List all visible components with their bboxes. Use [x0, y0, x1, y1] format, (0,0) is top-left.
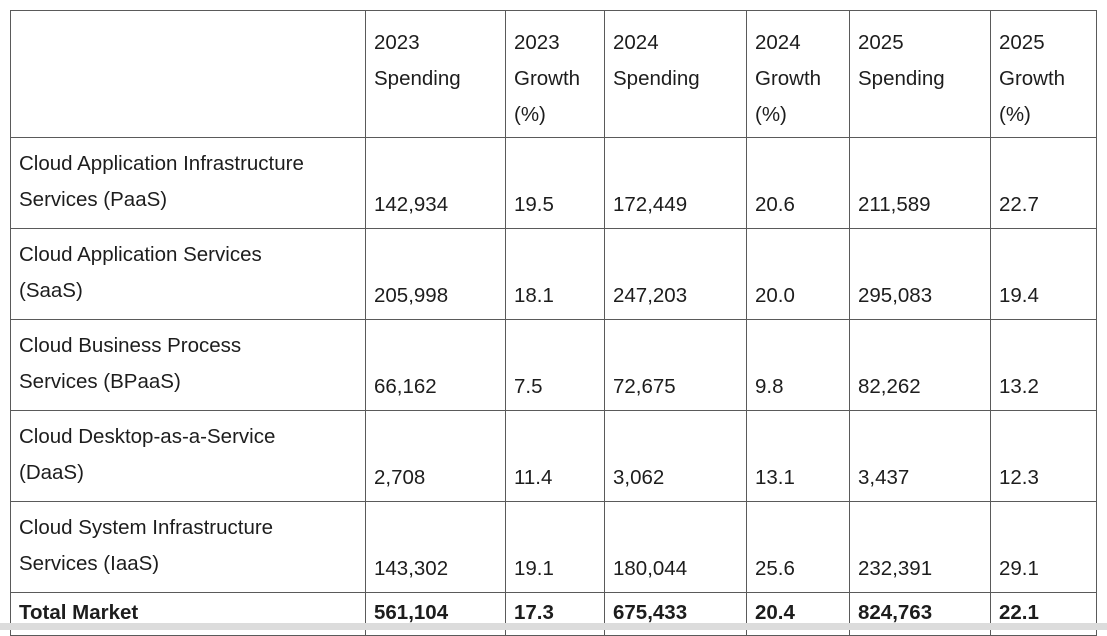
value-cell: 11.4	[505, 410, 605, 502]
table-row-paas: Cloud Application Infrastructure Service…	[10, 137, 1097, 229]
value-cell: 7.5	[505, 319, 605, 411]
row-label: Cloud Application Infrastructure Service…	[10, 137, 366, 229]
row-label: Cloud Application Services (SaaS)	[10, 228, 366, 320]
value-cell: 22.7	[990, 137, 1097, 229]
cloud-spending-table: 2023 Spending 2023 Growth (%) 2024 Spend…	[10, 10, 1097, 636]
value-cell: 9.8	[746, 319, 850, 411]
value-cell: 247,203	[604, 228, 747, 320]
value-cell: 172,449	[604, 137, 747, 229]
row-label: Cloud Desktop-as-a-Service (DaaS)	[10, 410, 366, 502]
value-cell: 13.1	[746, 410, 850, 502]
col-header-2025-growth: 2025 Growth (%)	[990, 10, 1097, 138]
page-bottom-edge	[0, 623, 1107, 630]
table-row-iaas: Cloud System Infrastructure Services (Ia…	[10, 501, 1097, 593]
col-header-2024-growth: 2024 Growth (%)	[746, 10, 850, 138]
value-cell: 19.4	[990, 228, 1097, 320]
value-cell: 2,708	[365, 410, 506, 502]
value-cell: 20.6	[746, 137, 850, 229]
table-row-daas: Cloud Desktop-as-a-Service (DaaS) 2,708 …	[10, 410, 1097, 502]
value-cell: 66,162	[365, 319, 506, 411]
col-header-empty	[10, 10, 366, 138]
col-header-2024-spending: 2024 Spending	[604, 10, 747, 138]
value-cell: 20.0	[746, 228, 850, 320]
value-cell: 3,062	[604, 410, 747, 502]
value-cell: 25.6	[746, 501, 850, 593]
value-cell: 82,262	[849, 319, 991, 411]
value-cell: 18.1	[505, 228, 605, 320]
col-header-2023-growth: 2023 Growth (%)	[505, 10, 605, 138]
value-cell: 19.1	[505, 501, 605, 593]
value-cell: 3,437	[849, 410, 991, 502]
value-cell: 142,934	[365, 137, 506, 229]
value-cell: 295,083	[849, 228, 991, 320]
value-cell: 232,391	[849, 501, 991, 593]
value-cell: 29.1	[990, 501, 1097, 593]
value-cell: 19.5	[505, 137, 605, 229]
header-row: 2023 Spending 2023 Growth (%) 2024 Spend…	[10, 10, 1097, 138]
col-header-2023-spending: 2023 Spending	[365, 10, 506, 138]
row-label: Cloud System Infrastructure Services (Ia…	[10, 501, 366, 593]
col-header-2025-spending: 2025 Spending	[849, 10, 991, 138]
value-cell: 205,998	[365, 228, 506, 320]
value-cell: 143,302	[365, 501, 506, 593]
table-row-bpaas: Cloud Business Process Services (BPaaS) …	[10, 319, 1097, 411]
value-cell: 211,589	[849, 137, 991, 229]
value-cell: 12.3	[990, 410, 1097, 502]
value-cell: 72,675	[604, 319, 747, 411]
value-cell: 13.2	[990, 319, 1097, 411]
table-row-saas: Cloud Application Services (SaaS) 205,99…	[10, 228, 1097, 320]
value-cell: 180,044	[604, 501, 747, 593]
row-label: Cloud Business Process Services (BPaaS)	[10, 319, 366, 411]
